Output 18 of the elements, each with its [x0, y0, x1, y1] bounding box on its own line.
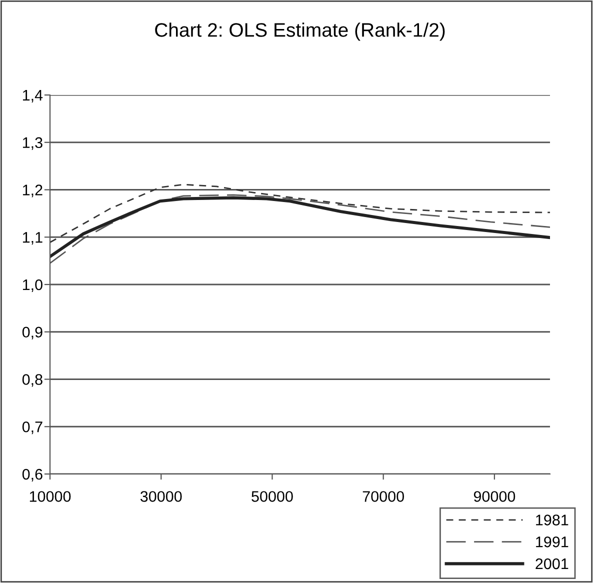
chart-title: Chart 2: OLS Estimate (Rank-1/2): [155, 22, 445, 41]
legend-label: 1981: [536, 514, 568, 526]
y-tick-label: 1,1: [22, 232, 42, 245]
x-tick-label: 10000: [30, 491, 71, 502]
y-tick-label: 1,2: [22, 184, 42, 198]
y-tick-label: 0,9: [22, 326, 42, 340]
x-tick-label: 50000: [252, 491, 293, 502]
x-tick-label: 90000: [474, 491, 516, 502]
legend-label: 2001: [536, 558, 568, 570]
x-tick-label: 30000: [140, 491, 182, 502]
y-tick-label: 1,3: [22, 137, 42, 150]
y-tick-label: 1,4: [22, 90, 43, 102]
legend-label: 1991: [536, 536, 568, 548]
x-tick-label: 70000: [362, 491, 404, 502]
y-tick-label: 0,6: [22, 468, 42, 482]
y-tick-label: 1,0: [22, 279, 42, 292]
y-tick-label: 0,8: [22, 374, 42, 387]
y-tick-label: 0,7: [22, 421, 42, 434]
